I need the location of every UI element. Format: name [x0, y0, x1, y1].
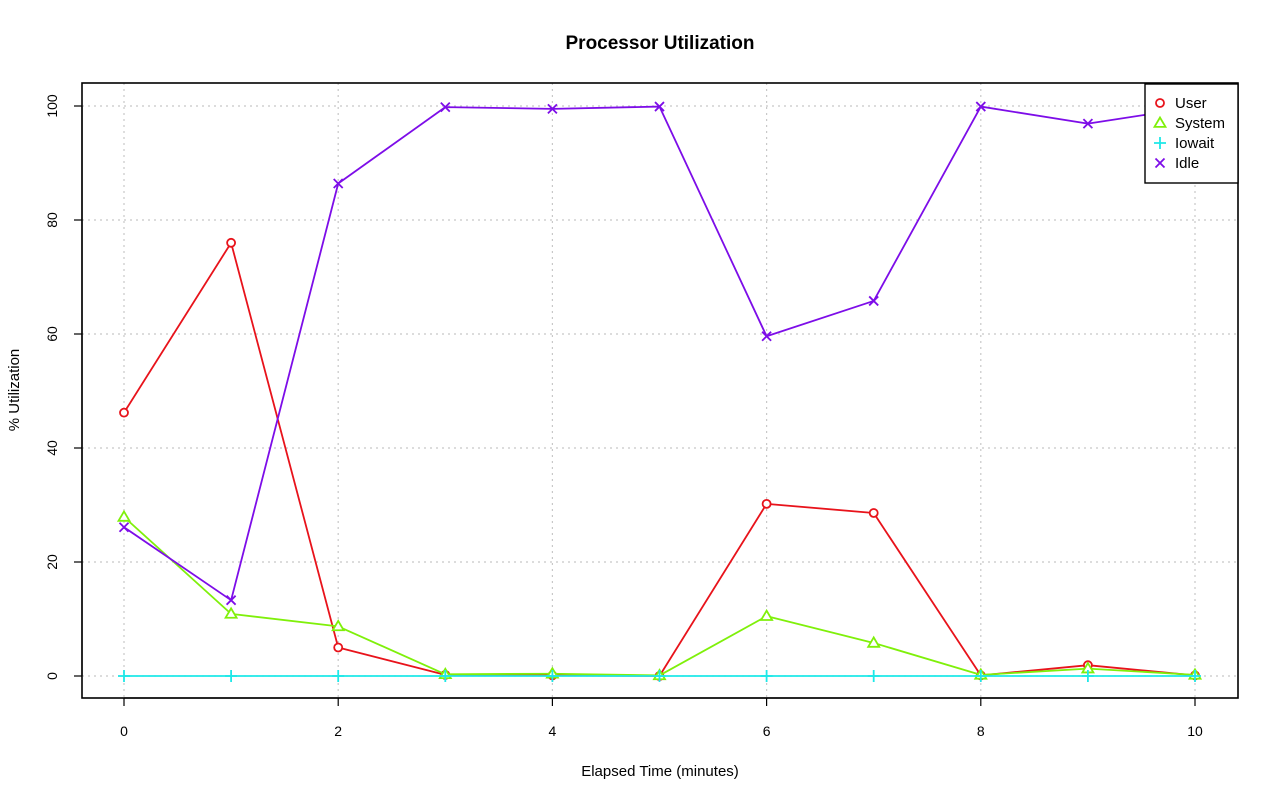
- data-point-cross: [975, 101, 986, 112]
- data-point-cross: [654, 101, 665, 112]
- x-axis: 0 2 4 6 8 10: [120, 697, 1203, 739]
- y-axis: 0 20 40 60 80 100: [44, 94, 83, 680]
- data-point-circle: [1155, 98, 1165, 108]
- data-point-triangle: [1152, 115, 1168, 128]
- legend-label-idle: Idle: [1175, 155, 1199, 172]
- data-point-cross: [868, 295, 879, 307]
- legend-label-system: System: [1175, 115, 1225, 132]
- y-tick-label: 80: [44, 212, 60, 228]
- legend-label-user: User: [1175, 95, 1207, 112]
- data-point-triangle: [759, 608, 774, 621]
- x-tick-label: 4: [549, 723, 557, 739]
- data-point-circle: [333, 642, 344, 653]
- x-axis-label: Elapsed Time (minutes): [581, 763, 739, 780]
- data-point-triangle: [116, 509, 132, 522]
- data-point-cross: [547, 103, 558, 114]
- series-system: [116, 509, 1203, 681]
- y-tick-label: 20: [44, 554, 60, 570]
- series-idle: [118, 101, 1201, 606]
- legend-label-iowait: Iowait: [1175, 135, 1215, 152]
- data-point-cross: [333, 178, 344, 189]
- data-point-cross: [225, 595, 237, 606]
- data-point-circle: [119, 407, 129, 418]
- data-point-circle: [868, 508, 879, 518]
- y-tick-label: 0: [44, 672, 60, 680]
- data-point-circle: [226, 237, 237, 248]
- data-point-cross: [1154, 157, 1166, 169]
- data-point-plus: [760, 670, 773, 682]
- series-layer: [116, 101, 1203, 682]
- x-tick-label: 6: [763, 723, 771, 739]
- data-point-plus: [974, 670, 987, 682]
- chart-title: Processor Utilization: [566, 33, 755, 54]
- y-tick-label: 100: [44, 94, 60, 118]
- data-point-triangle: [866, 635, 881, 648]
- data-point-plus: [867, 670, 880, 682]
- data-point-plus: [225, 670, 238, 682]
- data-point-circle: [761, 498, 772, 509]
- data-point-plus: [653, 670, 666, 682]
- grid-lines: [82, 83, 1238, 698]
- x-tick-label: 10: [1187, 723, 1203, 739]
- data-point-plus: [439, 670, 452, 682]
- data-point-plus: [546, 670, 559, 682]
- data-point-plus: [1154, 137, 1166, 149]
- data-point-cross: [1082, 118, 1094, 129]
- x-tick-label: 0: [120, 723, 128, 739]
- legend: User System Iowait Idle: [1144, 83, 1239, 184]
- x-tick-label: 2: [334, 723, 342, 739]
- y-tick-label: 40: [44, 440, 60, 456]
- data-point-cross: [118, 522, 130, 533]
- data-point-triangle: [224, 606, 239, 619]
- data-point-plus: [332, 670, 345, 682]
- plot-frame: [81, 82, 1239, 699]
- series-user: [119, 237, 1200, 681]
- data-point-triangle: [331, 619, 346, 632]
- y-axis-label: % Utilization: [6, 349, 23, 432]
- data-point-plus: [1081, 670, 1094, 682]
- data-point-cross: [761, 331, 772, 342]
- series-line-user: [123, 241, 1196, 677]
- series-line-system: [123, 516, 1196, 677]
- series-line-idle: [123, 105, 1196, 602]
- x-tick-label: 8: [977, 723, 985, 739]
- data-point-plus: [118, 670, 130, 682]
- data-point-plus: [1189, 670, 1201, 682]
- series-iowait: [118, 670, 1201, 682]
- y-tick-label: 60: [44, 326, 60, 342]
- data-point-cross: [440, 102, 451, 113]
